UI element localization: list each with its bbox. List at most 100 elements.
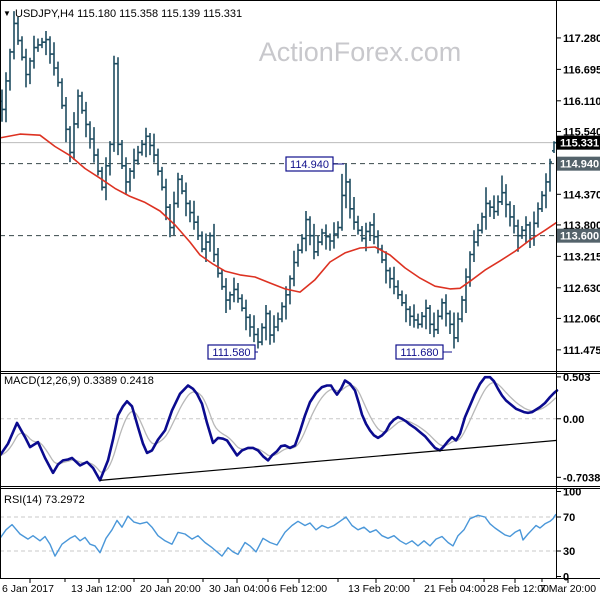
chart-title: USDJPY,H4 115.180 115.358 115.139 115.33… [15, 8, 242, 20]
candle [392, 266, 396, 295]
time-tick-label: 13 Jan 12:00 [71, 583, 132, 595]
candle [236, 283, 240, 303]
annotation-price-label: 114.940 [290, 159, 329, 171]
candle [128, 168, 132, 192]
rsi-tick-label: 100 [563, 487, 581, 499]
candle [176, 172, 180, 208]
candle [196, 215, 200, 240]
rsi-indicator-label: RSI(14) 73.2972 [4, 494, 85, 506]
candle [464, 268, 468, 313]
candle [476, 223, 480, 247]
rsi-line [0, 513, 557, 557]
candle [384, 251, 388, 284]
candle [152, 133, 156, 163]
candle [524, 216, 528, 244]
candle [280, 302, 284, 323]
candle [264, 305, 268, 341]
candle [360, 226, 364, 242]
candle [260, 323, 264, 346]
candle [420, 312, 424, 328]
annotation-box [207, 344, 256, 360]
candle [272, 315, 276, 343]
candle [144, 127, 148, 158]
candle [92, 127, 96, 163]
candle [164, 178, 168, 221]
candle [460, 295, 464, 323]
price-axis-highlight [557, 228, 600, 243]
candle [316, 235, 320, 257]
candle [400, 290, 404, 307]
candle [276, 312, 280, 332]
candle [52, 42, 56, 76]
annotation-price-label: 111.580 [212, 347, 250, 359]
candle [240, 294, 244, 312]
candle [364, 222, 368, 252]
candle [408, 306, 412, 326]
candle [64, 97, 68, 143]
candle [332, 222, 336, 249]
price-tick-label: 117.280 [563, 33, 600, 45]
candle [544, 173, 548, 209]
candle [232, 277, 236, 303]
candle [520, 226, 524, 239]
annotation-price-label: 111.680 [400, 347, 438, 359]
candle [248, 314, 252, 337]
price-tick-label: 112.630 [563, 283, 600, 295]
candle [172, 191, 176, 236]
moving-average-line [0, 133, 558, 293]
candle [488, 200, 492, 217]
price-axis-highlight-label: 113.600 [560, 231, 599, 243]
candle [204, 233, 208, 262]
candle [84, 101, 88, 138]
candle [284, 286, 288, 320]
candle [16, 17, 20, 45]
candle [344, 163, 348, 209]
time-tick-label: 28 Feb 12:00 [487, 583, 549, 595]
candle [132, 148, 136, 179]
candle [372, 213, 376, 245]
macd-signal-line [0, 381, 557, 474]
rsi-tick-label: 30 [563, 546, 575, 558]
candles-series [0, 11, 556, 349]
candle [24, 48, 28, 88]
candle [224, 278, 228, 313]
candle [452, 312, 456, 349]
candle [12, 11, 16, 60]
candle [432, 312, 436, 338]
candle [160, 166, 164, 191]
candle [516, 219, 520, 252]
price-axis-highlight-label: 114.940 [560, 159, 599, 171]
price-axis-highlight [557, 135, 600, 150]
price-tick-label: 113.215 [563, 251, 600, 263]
candle [104, 157, 108, 201]
time-tick-label: 7 Mar 20:00 [540, 583, 596, 595]
macd-tick-label: -0.7038 [563, 472, 600, 484]
candle [512, 205, 516, 234]
candle [28, 57, 32, 85]
macd-indicator-label: MACD(12,26,9) 0.3389 0.2418 [4, 375, 154, 387]
time-tick-label: 21 Feb 04:00 [424, 583, 486, 595]
macd-tick-label: 0.503 [563, 372, 591, 384]
candle [8, 48, 12, 91]
candle [200, 231, 204, 253]
candle [208, 232, 212, 252]
candle [348, 178, 352, 219]
candle [548, 158, 552, 192]
candle [428, 305, 432, 334]
candle [244, 299, 248, 331]
candle [396, 280, 400, 300]
candle [116, 57, 120, 156]
candle [180, 175, 184, 195]
candle [304, 211, 308, 252]
candle [212, 223, 216, 262]
candle [412, 304, 416, 328]
candle [72, 112, 76, 160]
candle [508, 201, 512, 227]
candle [108, 141, 112, 176]
candle [268, 310, 272, 345]
candle [352, 197, 356, 230]
candle [472, 230, 476, 262]
